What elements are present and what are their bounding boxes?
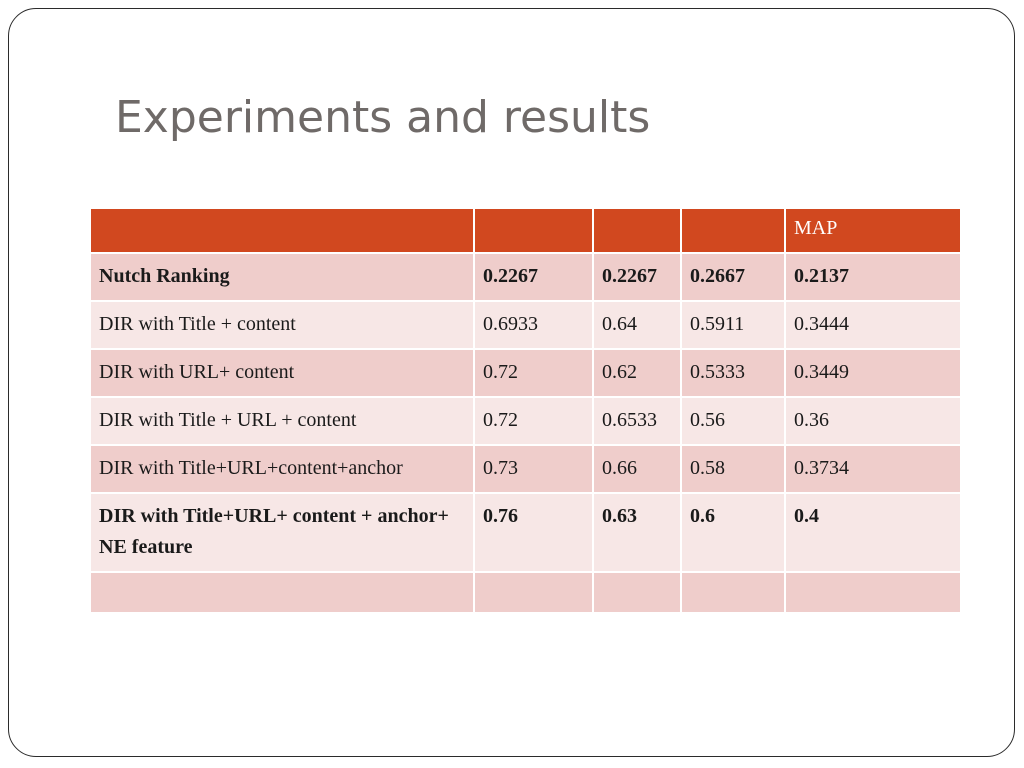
table-header-row: MAP [89,207,962,254]
table-row-empty [89,571,962,614]
table-cell: 0.73 [473,444,594,494]
header-cell [89,207,475,254]
slide-title: Experiments and results [115,92,651,143]
table-cell: 0.2667 [680,252,786,302]
header-cell-map: MAP [784,207,962,254]
table-cell: 0.66 [592,444,682,494]
results-table: MAP Nutch Ranking 0.2267 0.2267 0.2667 0… [89,207,962,614]
table-cell: 0.5911 [680,300,786,350]
table-row: DIR with Title+URL+ content + anchor+ NE… [89,492,962,573]
header-cell [592,207,682,254]
table-cell: 0.58 [680,444,786,494]
table-row: DIR with Title+URL+content+anchor 0.73 0… [89,444,962,494]
table-row: Nutch Ranking 0.2267 0.2267 0.2667 0.213… [89,252,962,302]
header-cell [473,207,594,254]
row-label: Nutch Ranking [89,252,475,302]
row-label: DIR with URL+ content [89,348,475,398]
table-cell: 0.2267 [592,252,682,302]
table-cell-map: 0.2137 [784,252,962,302]
table-cell: 0.64 [592,300,682,350]
table-cell: 0.6533 [592,396,682,446]
table-cell: 0.72 [473,396,594,446]
table-cell [89,571,475,614]
table-cell: 0.56 [680,396,786,446]
table-cell-map: 0.36 [784,396,962,446]
table-cell [680,571,786,614]
table-cell-map: 0.4 [784,492,962,573]
table-cell: 0.72 [473,348,594,398]
table-cell: 0.5333 [680,348,786,398]
table-row: DIR with URL+ content 0.72 0.62 0.5333 0… [89,348,962,398]
table-cell: 0.2267 [473,252,594,302]
table-cell-map: 0.3449 [784,348,962,398]
row-label: DIR with Title+URL+content+anchor [89,444,475,494]
table-cell: 0.6933 [473,300,594,350]
table-cell: 0.76 [473,492,594,573]
table-row: DIR with Title + content 0.6933 0.64 0.5… [89,300,962,350]
table-row: DIR with Title + URL + content 0.72 0.65… [89,396,962,446]
table-cell [473,571,594,614]
header-cell [680,207,786,254]
table-cell: 0.62 [592,348,682,398]
table-cell: 0.63 [592,492,682,573]
table-cell: 0.6 [680,492,786,573]
table-cell-map: 0.3734 [784,444,962,494]
table-cell [592,571,682,614]
row-label: DIR with Title + content [89,300,475,350]
row-label: DIR with Title+URL+ content + anchor+ NE… [89,492,475,573]
row-label: DIR with Title + URL + content [89,396,475,446]
table-cell-map: 0.3444 [784,300,962,350]
table-cell [784,571,962,614]
